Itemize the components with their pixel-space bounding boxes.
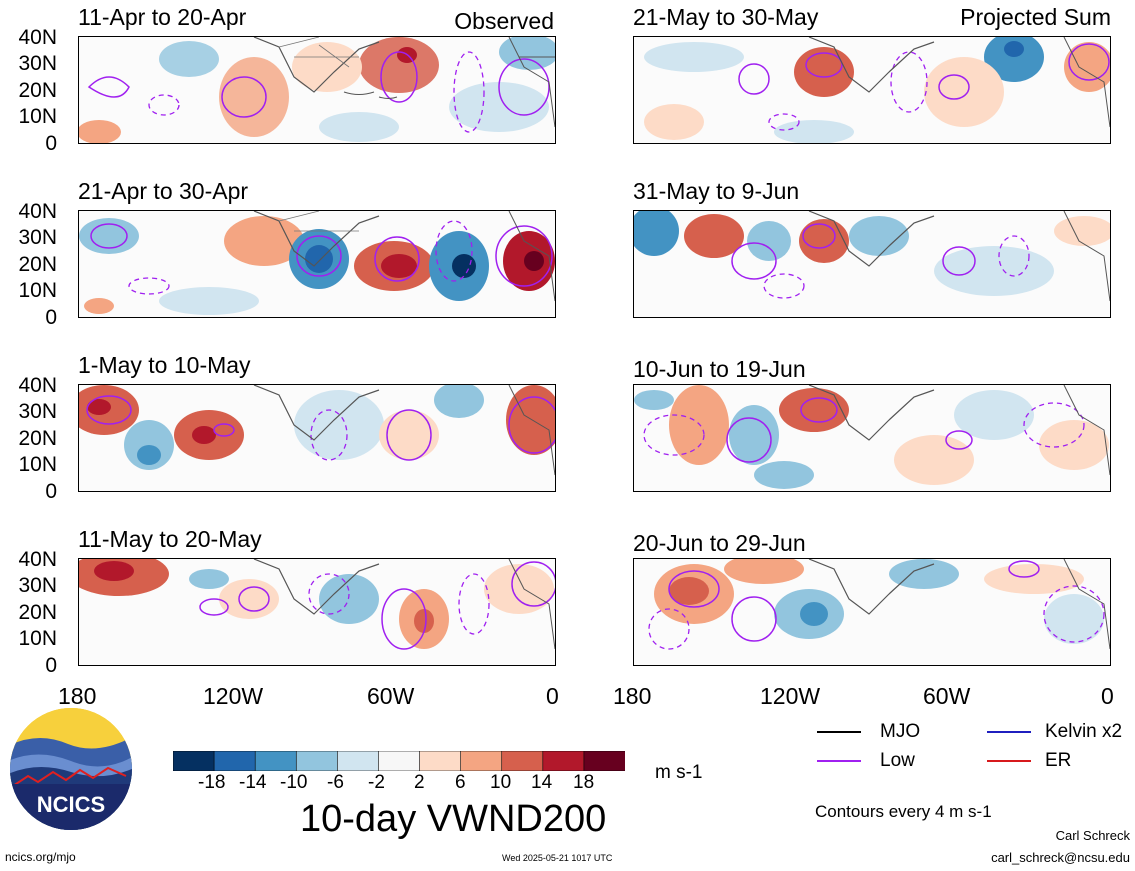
- observed-label: Observed: [454, 8, 554, 34]
- x-tick: 60W: [367, 683, 415, 709]
- y-tick: 30N: [18, 52, 57, 75]
- ncics-logo-graphic: NCICS: [10, 708, 132, 830]
- x-tick: 120W: [760, 683, 821, 709]
- legend-low-line: [817, 760, 861, 762]
- y-tick: 30N: [18, 400, 57, 423]
- map-panel-1: [78, 36, 556, 144]
- y-tick: 40N: [18, 26, 57, 49]
- footer-timestamp: Wed 2025-05-21 1017 UTC: [502, 853, 613, 863]
- colorbar-swatch: [542, 750, 585, 772]
- y-tick: 20N: [18, 253, 57, 276]
- field-title: 10-day VWND200: [300, 798, 607, 840]
- panel-title-2: 21-Apr to 30-Apr: [78, 178, 249, 204]
- map-panel-8-field: [648, 559, 1110, 650]
- colorbar-swatches: [172, 750, 626, 772]
- projected-sum-label: Projected Sum: [960, 4, 1111, 30]
- map-panel-3-field: [79, 385, 555, 476]
- colorbar-label: -6: [327, 772, 344, 793]
- colorbar-label: -10: [280, 772, 308, 793]
- map-panel-5: [633, 36, 1111, 144]
- ncics-logo: NCICS: [8, 706, 134, 832]
- y-tick: 20N: [18, 79, 57, 102]
- panel-title-6: 31-May to 9-Jun: [633, 178, 800, 204]
- colorbar: [172, 750, 626, 772]
- y-tick: 30N: [18, 574, 57, 597]
- y-tick: 0: [45, 654, 57, 677]
- y-tick: 30N: [18, 226, 57, 249]
- map-panel-2-field: [79, 211, 555, 315]
- colorbar-swatch: [501, 750, 544, 772]
- x-tick: 180: [613, 683, 652, 709]
- colorbar-units: m s-1: [655, 762, 703, 783]
- x-tick: 60W: [923, 683, 971, 709]
- map-panel-5-field: [644, 37, 1110, 143]
- map-panel-8: [633, 558, 1111, 666]
- legend-low-label: Low: [880, 750, 915, 771]
- y-tick: 20N: [18, 601, 57, 624]
- colorbar-swatch: [378, 750, 421, 772]
- colorbar-swatch: [172, 750, 215, 772]
- map-panel-3: [78, 384, 556, 492]
- x-tick: 120W: [203, 683, 264, 709]
- x-tick: 180: [58, 683, 97, 709]
- colorbar-swatch: [295, 750, 339, 772]
- y-tick: 40N: [18, 200, 57, 223]
- colorbar-label: 18: [573, 772, 595, 793]
- colorbar-label: 10: [490, 772, 512, 793]
- legend-er-label: ER: [1045, 750, 1072, 771]
- legend-kelvin-line: [987, 731, 1031, 733]
- legend-kelvin-label: Kelvin x2: [1045, 721, 1123, 742]
- map-panel-1-field: [79, 37, 555, 143]
- y-tick: 0: [45, 306, 57, 329]
- y-tick: 20N: [18, 427, 57, 450]
- map-panel-6: [633, 210, 1111, 318]
- panel-title-4: 11-May to 20-May: [78, 526, 262, 552]
- legend-er-line: [987, 760, 1031, 762]
- map-panel-7-field: [634, 385, 1110, 489]
- colorbar-swatch: [419, 750, 462, 772]
- legend-mjo-line: [817, 731, 861, 733]
- panel-title-3: 1-May to 10-May: [78, 352, 251, 378]
- colorbar-swatch: [254, 750, 298, 772]
- map-panel-4: [78, 558, 556, 666]
- panel-title-1: 11-Apr to 20-Apr: [78, 4, 247, 30]
- footer-email[interactable]: carl_schreck@ncsu.edu: [991, 850, 1130, 865]
- map-panel-7: [633, 384, 1111, 492]
- colorbar-label: -2: [368, 772, 385, 793]
- colorbar-label: 14: [531, 772, 553, 793]
- contour-note: Contours every 4 m s-1: [815, 802, 992, 821]
- footer-url[interactable]: ncics.org/mjo: [5, 850, 76, 864]
- x-tick: 0: [1101, 683, 1114, 709]
- y-tick: 40N: [18, 374, 57, 397]
- footer-author: Carl Schreck: [1055, 828, 1130, 843]
- colorbar-swatch: [460, 750, 503, 772]
- colorbar-swatch: [337, 750, 380, 772]
- colorbar-swatch: [583, 750, 626, 772]
- y-tick: 10N: [18, 105, 57, 128]
- y-tick: 0: [45, 480, 57, 503]
- y-tick: 40N: [18, 548, 57, 571]
- colorbar-label: 2: [414, 772, 425, 793]
- map-panel-4-field: [79, 559, 555, 650]
- colorbar-label: -18: [198, 772, 226, 793]
- panel-title-7: 10-Jun to 19-Jun: [633, 356, 806, 382]
- y-tick: 10N: [18, 279, 57, 302]
- panel-title-5: 21-May to 30-May: [633, 4, 819, 30]
- x-tick: 0: [546, 683, 559, 709]
- y-tick: 10N: [18, 627, 57, 650]
- map-panel-2: [78, 210, 556, 318]
- panel-title-8: 20-Jun to 29-Jun: [633, 530, 806, 556]
- legend-mjo-label: MJO: [880, 721, 921, 742]
- y-tick: 0: [45, 132, 57, 155]
- colorbar-label: 6: [455, 772, 466, 793]
- colorbar-label: -14: [239, 772, 267, 793]
- colorbar-swatch: [213, 750, 256, 772]
- y-tick: 10N: [18, 453, 57, 476]
- logo-text: NCICS: [37, 792, 105, 817]
- map-panel-6-field: [634, 211, 1110, 302]
